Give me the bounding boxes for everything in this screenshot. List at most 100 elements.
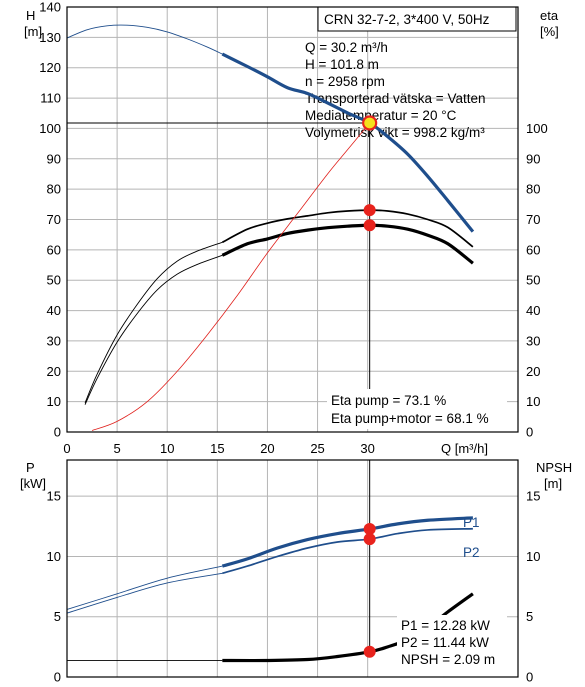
series-p1-thin	[66, 565, 223, 610]
bottom-y-tick-label-right: 0	[526, 670, 533, 685]
operating-point-head	[362, 115, 378, 131]
p2-value: P2 = 11.44 kW	[401, 635, 489, 650]
top-y-tick-label-left: 30	[47, 333, 61, 348]
top-x-tick-label: 10	[160, 441, 174, 456]
top-y-tick-label-right: 80	[526, 182, 540, 197]
top-y-tick-label-right: 30	[526, 333, 540, 348]
top-x-tick-labels: 0 5 10 15 20 25 30	[63, 441, 375, 456]
operating-point-efficiency	[363, 204, 376, 217]
top-y-tick-label-right: 100	[526, 121, 548, 136]
info-line-temperature: Mediatemperatur = 20 °C	[305, 108, 457, 123]
top-y-tick-label-right: 90	[526, 151, 540, 166]
top-y-tick-label-left: 70	[47, 212, 61, 227]
bottom-ylabel-right-line2: [m]	[544, 476, 562, 491]
top-x-tick-label: 30	[360, 441, 374, 456]
series-p1-thick	[221, 516, 473, 568]
top-y-tick-label-left: 90	[47, 151, 61, 166]
top-y-tick-labels-left: 0 10 20 30 40 50 60 70 80 90 100 110 120 130 140	[39, 0, 61, 440]
series-head-thin	[66, 24, 223, 55]
top-y-tick-labels-right: 0 10 20 30 40 50 60 70 80 90 100	[526, 121, 548, 440]
bottom-ylabel-left-line1: P	[26, 460, 35, 475]
chart-title: CRN 32-7-2, 3*400 V, 50Hz	[324, 12, 490, 27]
operating-point-power	[363, 645, 376, 658]
eta-result-block: Eta pump = 73.1 % Eta pump+motor = 68.1 …	[327, 389, 507, 429]
bottom-y-tick-label-left: 5	[54, 609, 61, 624]
top-ylabel-right-line2: [%]	[540, 24, 559, 39]
eta-pump-motor-value: Eta pump+motor = 68.1 %	[331, 411, 489, 426]
p1-value: P1 = 12.28 kW	[401, 618, 490, 633]
top-y-tick-label-left: 100	[39, 121, 61, 136]
top-y-tick-label-right: 50	[526, 273, 540, 288]
operating-point-efficiency	[363, 219, 376, 232]
top-y-tick-label-left: 130	[39, 30, 61, 45]
top-plot: 0 5 10 15 20 25 30 010203040506070809010011012…	[24, 0, 559, 456]
top-ylabel-left-line1: H	[26, 8, 35, 23]
bottom-y-tick-label-right: 5	[526, 609, 533, 624]
info-line-density: Volymetrisk vikt = 998.2 kg/m³	[305, 125, 485, 140]
top-y-tick-label-right: 40	[526, 303, 540, 318]
p1-series-label: P1	[463, 515, 480, 530]
title-box	[317, 6, 517, 32]
power-result-bg	[397, 615, 507, 669]
bottom-y-tick-label-left: 0	[54, 670, 61, 685]
top-y-tick-label-left: 50	[47, 273, 61, 288]
info-line-speed: n = 2958 rpm	[305, 74, 385, 89]
bottom-y-tick-label-right: 15	[526, 489, 540, 504]
top-y-tick-label-right: 60	[526, 242, 540, 257]
series-p2-thin	[66, 572, 223, 614]
npsh-value: NPSH = 2.09 m	[401, 652, 495, 667]
top-ylabel-left-line2: [m]	[24, 24, 42, 39]
eta-result-bg	[327, 389, 507, 429]
bottom-ylabel-left-line2: [kW]	[20, 476, 46, 491]
top-y-tick-label-left: 10	[47, 394, 61, 409]
top-y-tick-label-left: 20	[47, 364, 61, 379]
top-x-tick-label: 25	[310, 441, 324, 456]
series-eta-pump-thin	[84, 241, 223, 404]
eta-pump-value: Eta pump = 73.1 %	[331, 393, 446, 408]
info-line-head: H = 101.8 m	[305, 57, 379, 72]
series-p2-thick	[222, 527, 473, 575]
top-y-tick-label-right: 0	[526, 425, 533, 440]
top-x-tick-label: 15	[210, 441, 224, 456]
top-x-tick-label: 0	[63, 441, 70, 456]
top-y-tick-label-left: 110	[40, 91, 61, 106]
bottom-y-tick-labels-right: 0 5 10 15	[526, 489, 540, 685]
top-x-tick-label: 5	[113, 441, 120, 456]
top-y-tick-label-left: 80	[47, 182, 61, 197]
bottom-y-tick-labels-left: 0 5 10 15	[47, 489, 61, 685]
top-x-tick-label: 20	[260, 441, 274, 456]
top-y-tick-label-left: 40	[47, 303, 61, 318]
top-plot-frame	[66, 6, 519, 433]
info-line-flow: Q = 30.2 m³/h	[305, 40, 388, 55]
top-operating-crosshair	[67, 122, 371, 410]
operating-point-power	[363, 522, 376, 535]
power-result-block: P1 = 12.28 kW P2 = 11.44 kW NPSH = 2.09 …	[397, 615, 507, 669]
series-eta-motor-thick	[221, 223, 474, 265]
bottom-y-tick-label-left: 10	[47, 549, 61, 564]
top-y-tick-label-right: 20	[526, 364, 540, 379]
operating-point-power	[363, 533, 376, 546]
bottom-y-tick-label-right: 10	[526, 549, 540, 564]
series-head-thick	[221, 52, 475, 233]
top-ylabel-right-line1: eta	[540, 8, 559, 23]
top-y-tick-label-left: 60	[47, 242, 61, 257]
bottom-y-tick-label-left: 15	[47, 489, 61, 504]
top-y-tick-label-right: 10	[526, 394, 540, 409]
top-y-tick-label-left: 140	[39, 0, 61, 15]
p2-series-label: P2	[463, 545, 480, 560]
info-line-fluid: Transporterad vätska = Vatten	[305, 91, 485, 106]
bottom-operating-points	[363, 522, 376, 658]
bottom-plot-frame	[66, 459, 519, 678]
series-eta-motor-thin	[84, 254, 223, 405]
top-y-tick-label-left: 0	[54, 425, 61, 440]
top-series	[66, 24, 475, 431]
top-xlabel: Q [m³/h]	[441, 441, 488, 456]
bottom-ylabel-right-line1: NPSH	[536, 460, 572, 475]
top-y-tick-label-left: 120	[39, 60, 61, 75]
bottom-plot: 0 5 10 15 0 5 10 15 P [kW] NPSH [m] P1 P2 P1 =…	[20, 459, 572, 685]
top-operating-points	[362, 115, 378, 232]
series-eta-pump-thick	[221, 209, 474, 248]
top-y-tick-label-right: 70	[526, 212, 540, 227]
series-system	[91, 122, 370, 431]
